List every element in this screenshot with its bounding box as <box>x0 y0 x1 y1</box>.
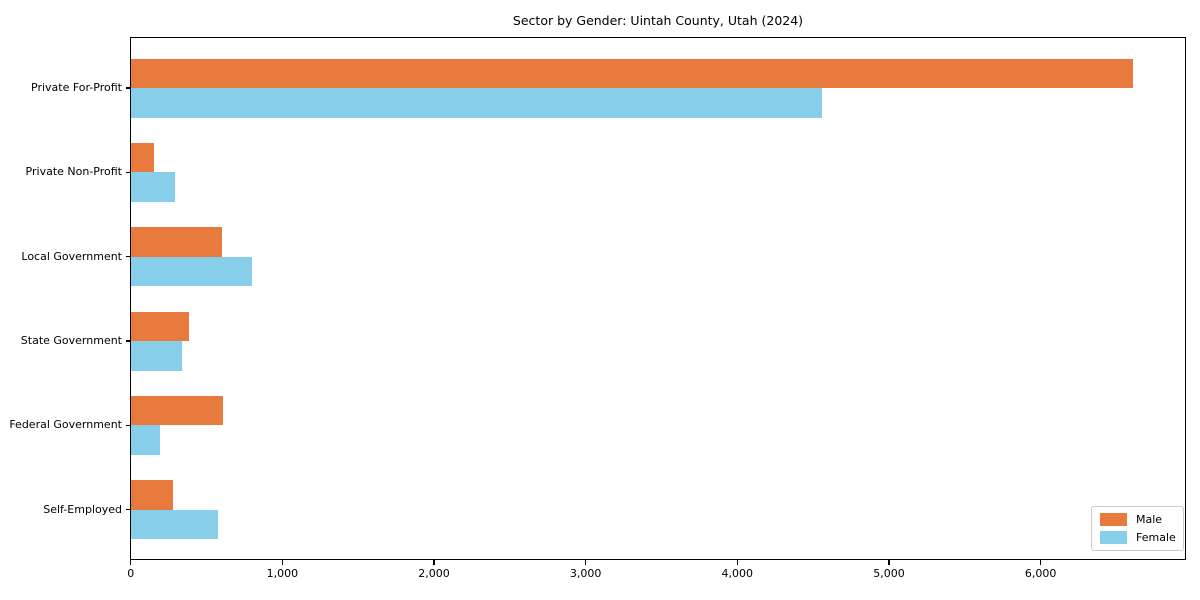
bar-female-state-government <box>130 341 183 371</box>
bar-female-private-for-profit <box>130 88 823 118</box>
x-axis-tick-mark <box>130 560 132 565</box>
x-axis-tick-mark <box>433 560 435 565</box>
legend-label: Male <box>1136 513 1163 526</box>
y-axis-category-label: Private Non-Profit <box>25 165 122 179</box>
x-axis-tick-mark <box>888 560 890 565</box>
legend-swatch-female <box>1100 531 1127 544</box>
y-axis-category-label: Local Government <box>21 249 122 263</box>
bar-male-federal-government <box>130 395 224 426</box>
y-axis-category-label: Self-Employed <box>43 502 122 516</box>
x-axis-tick-label: 0 <box>127 567 135 580</box>
x-axis-tick-mark <box>736 560 738 565</box>
x-axis-tick-label: 1,000 <box>266 567 299 580</box>
y-axis-tick-mark <box>125 171 131 174</box>
legend-item-female: Female <box>1100 531 1176 544</box>
y-axis-category-label: Federal Government <box>9 418 122 432</box>
x-axis-tick-label: 6,000 <box>1024 567 1057 580</box>
bar-female-self-employed <box>130 509 218 540</box>
bar-female-federal-government <box>130 425 160 455</box>
bar-male-local-government <box>130 227 223 257</box>
y-axis-category-label: Private For-Profit <box>31 81 122 94</box>
x-axis-tick-mark <box>584 560 587 565</box>
bar-male-state-government <box>130 311 190 342</box>
x-axis-tick-label: 3,000 <box>569 567 602 580</box>
y-axis-tick-mark <box>125 340 131 342</box>
legend-swatch-male <box>1100 513 1127 526</box>
chart-title: Sector by Gender: Uintah County, Utah (2… <box>512 13 804 28</box>
x-axis-tick-mark <box>1039 560 1042 565</box>
legend: Male Female <box>1091 506 1184 551</box>
y-axis-tick-mark <box>125 87 131 89</box>
y-axis-tick-mark <box>125 424 131 427</box>
legend-item-male: Male <box>1100 513 1175 526</box>
y-axis-category-label: State Government <box>20 334 122 348</box>
plot-area <box>130 37 1186 560</box>
x-axis-tick-label: 4,000 <box>721 567 754 580</box>
x-axis-tick-label: 5,000 <box>873 567 905 580</box>
y-axis-tick-mark <box>125 256 131 258</box>
x-axis-tick-label: 2,000 <box>418 567 450 580</box>
bar-male-private-for-profit <box>130 58 1134 88</box>
bar-male-private-non-profit <box>130 142 155 173</box>
bar-female-private-non-profit <box>130 172 175 202</box>
legend-label: Female <box>1136 531 1176 544</box>
x-axis-tick-mark <box>281 560 284 565</box>
bar-female-local-government <box>130 256 252 287</box>
y-axis-tick-mark <box>125 509 131 511</box>
bar-male-self-employed <box>130 480 174 510</box>
